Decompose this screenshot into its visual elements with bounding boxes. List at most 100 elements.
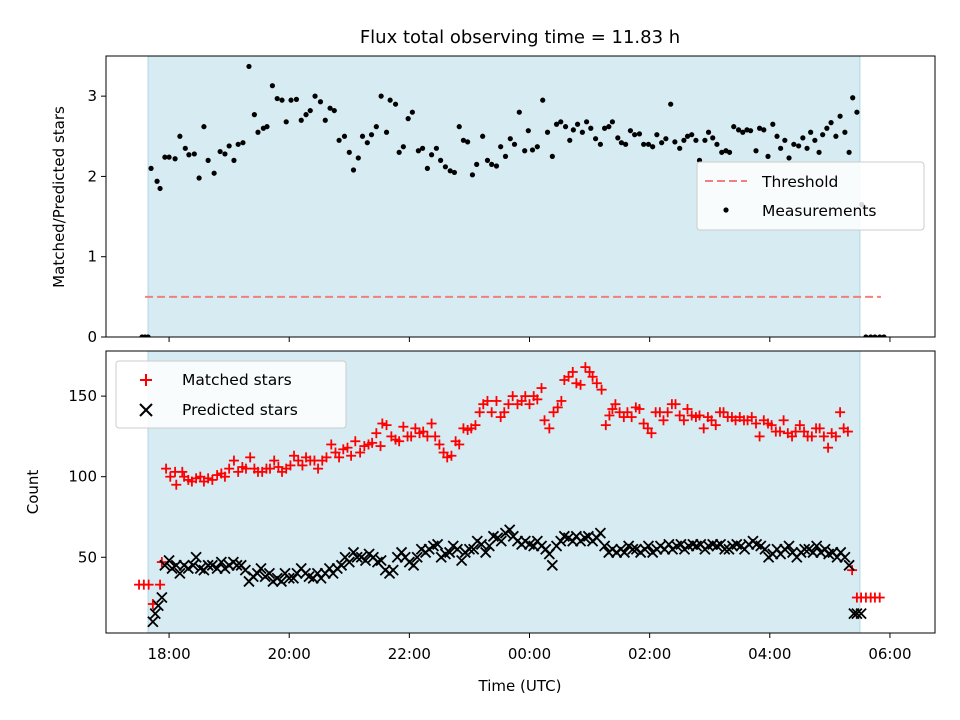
predicted-star-point <box>839 551 851 563</box>
predicted-star-point <box>147 616 159 628</box>
measurement-point <box>833 133 839 139</box>
predicted-star-point <box>202 559 214 571</box>
predicted-star-point <box>351 551 363 563</box>
measurement-point <box>438 157 444 163</box>
predicted-star-point <box>190 551 202 563</box>
matched-star-point <box>874 592 885 603</box>
predicted-star-point <box>504 524 516 536</box>
matched-star-point <box>794 420 805 431</box>
predicted-star-point <box>468 543 480 555</box>
measurement-point <box>615 135 621 141</box>
measurement-point <box>222 151 228 157</box>
measurement-point <box>756 125 763 131</box>
predicted-star-point <box>594 527 607 539</box>
measurement-point <box>442 164 449 170</box>
measurement-point <box>824 125 830 131</box>
matched-star-point <box>499 407 510 418</box>
matched-star-point <box>539 415 550 426</box>
measurement-point <box>368 132 375 138</box>
matched-star-point <box>600 420 611 431</box>
top-panel-title: Flux total observing time = 11.83 h <box>360 27 680 48</box>
measurement-point <box>567 137 573 143</box>
predicted-star-point <box>387 564 399 576</box>
matched-star-point <box>646 428 657 439</box>
predicted-star-point <box>206 559 218 571</box>
measurement-point <box>279 97 285 103</box>
measurement-point <box>641 141 647 147</box>
predicted-star-point <box>627 543 639 555</box>
measurement-point <box>592 136 599 142</box>
legend-measurements-swatch <box>723 207 729 213</box>
measurement-point <box>498 144 504 150</box>
matched-star-point <box>682 404 693 415</box>
measurement-point <box>274 95 280 102</box>
measurement-point <box>791 141 797 147</box>
matched-star-point <box>334 452 345 463</box>
measurement-point <box>800 135 806 141</box>
x-tick-label: 02:00 <box>628 645 671 663</box>
measurement-point <box>405 116 411 122</box>
measurement-point <box>415 148 421 154</box>
measurement-point <box>677 145 683 151</box>
matched-star-point <box>552 402 563 413</box>
measurement-point <box>719 149 725 155</box>
measurement-point <box>355 155 361 161</box>
measurement-point <box>205 157 211 163</box>
measurement-point <box>211 170 217 176</box>
measurement-point <box>217 148 223 155</box>
matched-star-point <box>381 420 392 431</box>
matched-star-point <box>634 404 645 415</box>
measurement-point <box>154 178 160 184</box>
top-panel-frame <box>105 55 936 338</box>
measurement-point <box>574 121 581 127</box>
measurement-point <box>726 149 733 155</box>
matched-star-point <box>754 431 765 442</box>
predicted-star-point <box>174 567 186 580</box>
measurement-point <box>710 135 716 141</box>
matched-star-point <box>591 378 602 389</box>
matched-star-point <box>342 442 353 453</box>
measurement-point <box>162 154 168 160</box>
predicted-star-point <box>275 575 288 588</box>
measurement-point <box>786 155 792 161</box>
measurement-point <box>387 97 393 103</box>
matched-star-point <box>814 423 825 434</box>
measurement-point <box>336 137 342 143</box>
measurement-point <box>433 145 439 151</box>
matched-star-point <box>470 420 481 431</box>
bottom-y-tick-label: 150 <box>68 387 97 405</box>
predicted-star-point <box>598 540 611 552</box>
measurement-point <box>516 109 522 115</box>
measurement-point <box>346 149 352 155</box>
bottom-y-axis-label: Count <box>24 470 42 515</box>
measurement-point <box>465 139 471 145</box>
measurement-point <box>392 101 399 107</box>
top-y-tick-label: 1 <box>87 248 97 266</box>
predicted-star-point <box>855 608 867 620</box>
matched-star-point <box>626 412 637 423</box>
measurement-point <box>816 149 822 155</box>
predicted-star-point <box>375 554 387 567</box>
measurement-point <box>341 133 348 139</box>
measurement-point <box>396 149 402 155</box>
matched-star-point <box>346 450 357 461</box>
matched-star-point <box>596 384 607 395</box>
matched-star-point <box>520 391 531 402</box>
predicted-star-point <box>431 538 444 551</box>
matched-star-point <box>575 379 586 390</box>
legend-predicted-label: Predicted stars <box>182 401 298 419</box>
matched-star-point <box>610 399 621 410</box>
measurement-point <box>668 101 674 107</box>
top-measurement-points <box>139 63 887 337</box>
measurement-point <box>327 105 333 111</box>
measurement-point <box>747 128 754 134</box>
matched-star-point <box>486 407 497 418</box>
matched-star-point <box>482 395 493 406</box>
matched-stars-points <box>134 362 885 609</box>
matched-star-point <box>532 394 543 405</box>
bottom-x-ticks: 18:00 20:00 22:00 00:00 02:00 04:00 06:00 <box>147 633 912 663</box>
bottom-y-tick-label: 50 <box>78 548 97 566</box>
predicted-star-point <box>343 556 355 568</box>
legend-measurements-label: Measurements <box>762 202 877 220</box>
measurement-point <box>469 172 476 178</box>
